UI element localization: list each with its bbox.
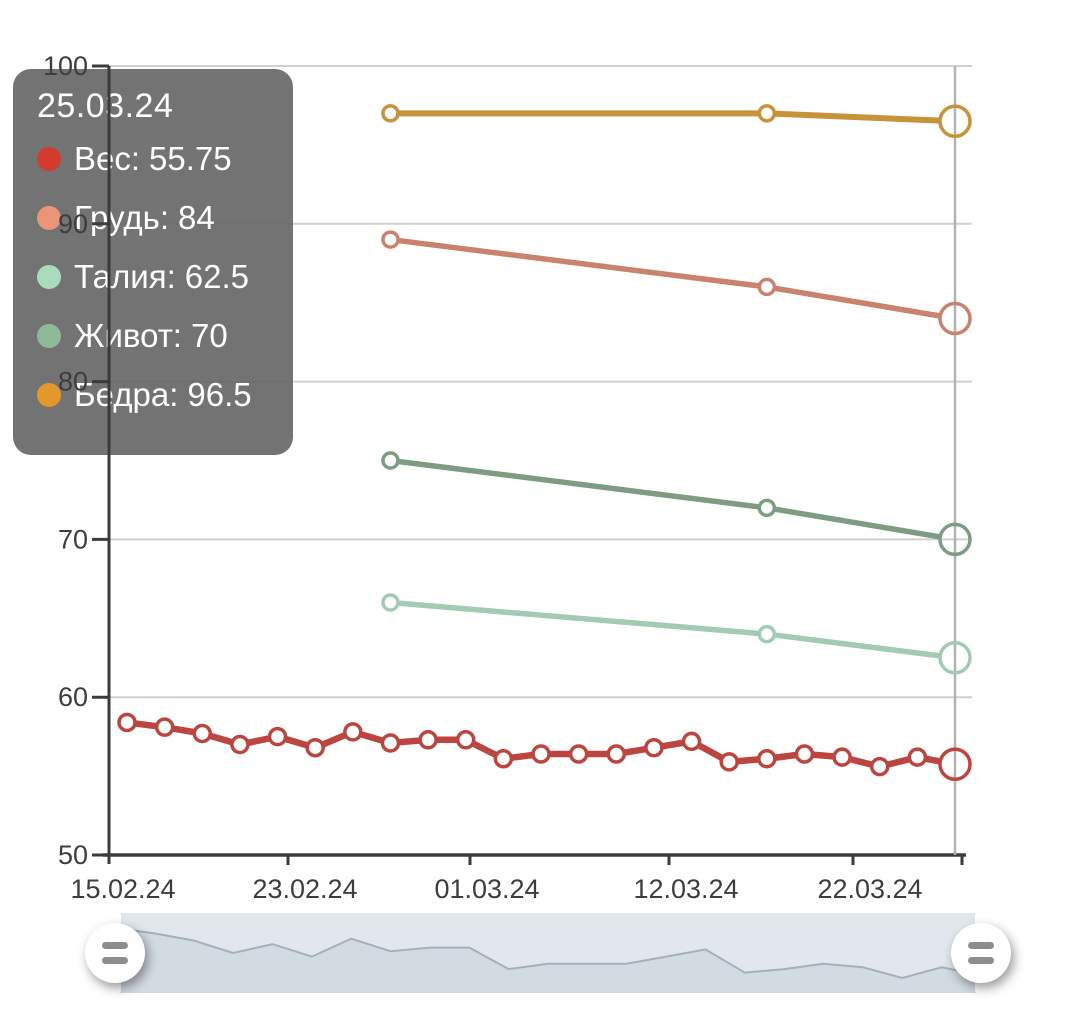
series-value: 96.5 xyxy=(187,376,251,414)
data-point-marker-ves xyxy=(420,732,436,748)
data-point-marker-grud xyxy=(759,279,774,294)
tooltip-date: 25.03.24 xyxy=(37,83,293,129)
data-point-marker-ves xyxy=(872,759,888,775)
data-point-marker-zhivot xyxy=(759,500,774,515)
series-value: 62.5 xyxy=(185,258,249,296)
tooltip-row-grud: Грудь:84 xyxy=(37,188,293,247)
data-point-marker-ves xyxy=(684,733,700,749)
series-color-dot-icon xyxy=(37,147,61,171)
series-line-bedra xyxy=(390,113,940,120)
drag-handle-icon xyxy=(102,957,128,964)
data-point-marker-zhivot xyxy=(383,453,398,468)
data-point-marker-ves xyxy=(345,724,361,740)
data-point-marker-ves xyxy=(834,749,850,765)
data-point-marker-ves xyxy=(119,714,135,730)
navigator-left-handle[interactable] xyxy=(85,923,145,983)
series-line-grud xyxy=(390,240,940,316)
data-point-marker-ves xyxy=(796,746,812,762)
tooltip-row-zhivot: Живот:70 xyxy=(37,306,293,365)
drag-handle-icon xyxy=(968,942,994,949)
chart-tooltip: 25.03.24 Вес:55.75Грудь:84Талия:62.5Живо… xyxy=(13,69,293,455)
series-value: 55.75 xyxy=(149,140,232,178)
x-axis-label: 12.03.24 xyxy=(633,874,738,904)
data-point-marker-ves xyxy=(646,740,662,756)
tooltip-row-bedra: Бедра:96.5 xyxy=(37,365,293,424)
navigator-right-handle[interactable] xyxy=(951,923,1011,983)
data-point-marker-ves xyxy=(458,732,474,748)
series-label: Вес: xyxy=(74,140,140,178)
x-axis-label: 23.02.24 xyxy=(252,874,357,904)
data-point-marker-ves xyxy=(495,751,511,767)
data-point-marker-ves xyxy=(571,746,587,762)
series-value: 70 xyxy=(191,317,228,355)
series-line-zhivot xyxy=(390,461,940,537)
data-point-marker-ves xyxy=(721,754,737,770)
series-color-dot-icon xyxy=(37,265,61,289)
data-point-marker-ves xyxy=(194,725,210,741)
tooltip-row-taliya: Талия:62.5 xyxy=(37,247,293,306)
drag-handle-icon xyxy=(968,957,994,964)
series-color-dot-icon xyxy=(37,206,61,230)
series-label: Грудь: xyxy=(74,199,169,237)
data-point-marker-bedra xyxy=(759,106,774,121)
data-point-marker-bedra xyxy=(383,106,398,121)
series-color-dot-icon xyxy=(37,383,61,407)
x-axis-label: 15.02.24 xyxy=(70,874,175,904)
series-label: Талия: xyxy=(74,258,176,296)
data-point-marker-grud xyxy=(383,232,398,247)
data-point-marker-taliya xyxy=(383,595,398,610)
data-point-marker-ves xyxy=(157,719,173,735)
series-color-dot-icon xyxy=(37,324,61,348)
tooltip-rows: Вес:55.75Грудь:84Талия:62.5Живот:70Бедра… xyxy=(37,129,293,424)
x-axis-label: 22.03.24 xyxy=(817,874,922,904)
data-point-marker-ves xyxy=(270,729,286,745)
measurements-chart-screen: 15.02.24 23.02.24 01.03.24 12.03.24 22.03.24… xyxy=(0,0,1080,1032)
x-axis-label: 01.03.24 xyxy=(434,874,539,904)
navigator-band[interactable] xyxy=(115,913,981,993)
series-label: Живот: xyxy=(74,317,182,355)
data-point-marker-ves xyxy=(232,737,248,753)
tooltip-row-ves: Вес:55.75 xyxy=(37,129,293,188)
data-point-marker-taliya xyxy=(759,627,774,642)
drag-handle-icon xyxy=(102,942,128,949)
data-point-marker-ves xyxy=(382,735,398,751)
data-point-marker-ves xyxy=(307,740,323,756)
series-label: Бедра: xyxy=(74,376,178,414)
series-line-taliya xyxy=(390,603,940,656)
navigator-area-chart xyxy=(115,913,981,993)
data-point-marker-ves xyxy=(759,751,775,767)
data-point-marker-ves xyxy=(909,749,925,765)
data-point-marker-ves xyxy=(608,746,624,762)
series-value: 84 xyxy=(178,199,215,237)
data-point-marker-ves xyxy=(533,746,549,762)
navigator-area-fill xyxy=(115,928,981,993)
